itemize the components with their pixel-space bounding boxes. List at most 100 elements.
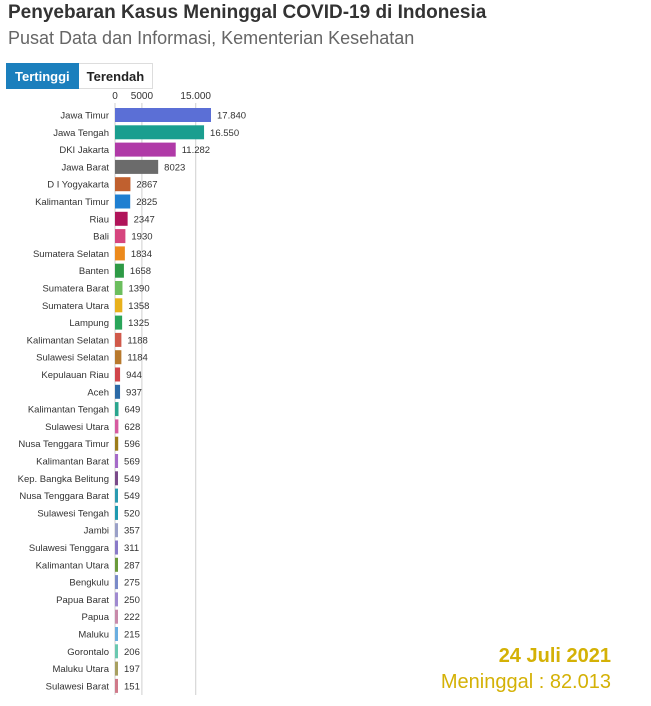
bar (115, 575, 118, 590)
category-label: Gorontalo (67, 647, 109, 658)
category-label: Papua (82, 612, 110, 623)
category-label: Lampung (69, 318, 109, 329)
category-label: Maluku Utara (53, 664, 110, 675)
value-label: 596 (124, 439, 140, 450)
category-label: Papua Barat (56, 595, 109, 606)
bar (115, 384, 121, 399)
value-label: 250 (124, 595, 140, 606)
bar (115, 194, 131, 209)
bar (115, 281, 123, 295)
bar (115, 142, 176, 157)
bar (115, 661, 118, 676)
bar (115, 678, 118, 693)
category-label: Kalimantan Timur (35, 197, 109, 208)
category-label: Aceh (87, 387, 109, 398)
category-label: Bengkulu (69, 578, 109, 589)
sort-tabs: Tertinggi Terendah (6, 63, 154, 89)
category-label: Maluku (78, 630, 109, 641)
category-label: Kepulauan Riau (41, 370, 109, 381)
value-label: 311 (124, 543, 139, 554)
value-label: 944 (126, 370, 142, 381)
value-label: 2867 (136, 180, 157, 191)
bar (115, 436, 119, 451)
category-label: Jawa Timur (60, 111, 109, 122)
category-label: D I Yogyakarta (47, 180, 110, 191)
x-tick-label: 5000 (131, 91, 154, 102)
bar (115, 644, 118, 659)
value-label: 1358 (128, 301, 149, 312)
category-label: Jawa Barat (61, 162, 109, 173)
value-label: 16.550 (210, 128, 239, 139)
category-label: Kalimantan Selatan (27, 335, 109, 346)
category-label: Sulawesi Barat (46, 681, 110, 692)
date-label: 24 Juli 2021 (498, 645, 611, 667)
value-label: 1390 (128, 284, 149, 295)
bar (115, 211, 128, 226)
value-label: 151 (124, 681, 140, 692)
bar (115, 505, 118, 520)
value-label: 520 (124, 508, 140, 519)
bar (115, 488, 118, 503)
tab-terendah[interactable]: Terendah (78, 63, 154, 89)
value-label: 17.840 (217, 111, 246, 122)
x-tick-label: 0 (112, 91, 118, 102)
chart-subtitle: Pusat Data dan Informasi, Kementerian Ke… (8, 28, 415, 48)
category-label: Banten (79, 266, 109, 277)
bar (115, 332, 122, 347)
bar (115, 454, 119, 468)
bar (115, 471, 118, 486)
chart-title: Penyebaran Kasus Meninggal COVID-19 di I… (8, 2, 487, 23)
value-label: 1658 (130, 266, 151, 277)
category-label: Riau (89, 214, 109, 225)
category-label: Jawa Tengah (53, 128, 109, 139)
x-tick-label: 15.000 (180, 91, 211, 102)
category-label: Kalimantan Tengah (28, 405, 109, 416)
total-deaths-label: Meninggal : 82.013 (440, 671, 611, 693)
category-label: Nusa Tenggara Timur (18, 439, 109, 450)
value-label: 357 (124, 526, 140, 537)
bar (115, 246, 125, 261)
bar (115, 627, 118, 641)
bar (115, 367, 121, 382)
bar (115, 108, 211, 122)
bar (115, 540, 118, 555)
category-label: DKI Jakarta (59, 145, 109, 156)
value-label: 1325 (128, 318, 149, 329)
value-label: 549 (124, 491, 140, 502)
value-label: 569 (124, 457, 140, 468)
category-label: Sulawesi Tengah (37, 508, 109, 519)
bar (115, 159, 159, 174)
bar (115, 298, 123, 313)
value-label: 549 (124, 474, 140, 485)
bar (115, 263, 124, 278)
tab-tertinggi[interactable]: Tertinggi (6, 63, 79, 89)
category-label: Sumatera Selatan (33, 249, 109, 260)
value-label: 937 (126, 387, 142, 398)
value-label: 287 (124, 560, 140, 571)
bar (115, 592, 118, 607)
bar (115, 229, 126, 244)
value-label: 1188 (127, 335, 147, 346)
bar (115, 523, 118, 538)
bar (115, 557, 118, 572)
category-label: Nusa Tenggara Barat (19, 491, 109, 502)
value-label: 1184 (127, 353, 147, 364)
bar (115, 315, 123, 330)
value-label: 215 (124, 630, 140, 641)
value-label: 2825 (136, 197, 157, 208)
value-label: 275 (124, 578, 140, 589)
category-label: Kalimantan Utara (36, 560, 110, 571)
category-label: Sumatera Barat (42, 284, 109, 295)
value-label: 628 (124, 422, 140, 433)
value-label: 8023 (164, 162, 185, 173)
bar (115, 609, 118, 624)
category-label: Sumatera Utara (42, 301, 110, 312)
category-label: Sulawesi Utara (45, 422, 110, 433)
category-label: Kep. Bangka Belitung (18, 474, 109, 485)
value-label: 197 (124, 664, 140, 675)
bar (115, 402, 119, 417)
value-label: 2347 (134, 214, 155, 225)
value-label: 222 (124, 612, 140, 623)
category-label: Bali (93, 232, 109, 243)
